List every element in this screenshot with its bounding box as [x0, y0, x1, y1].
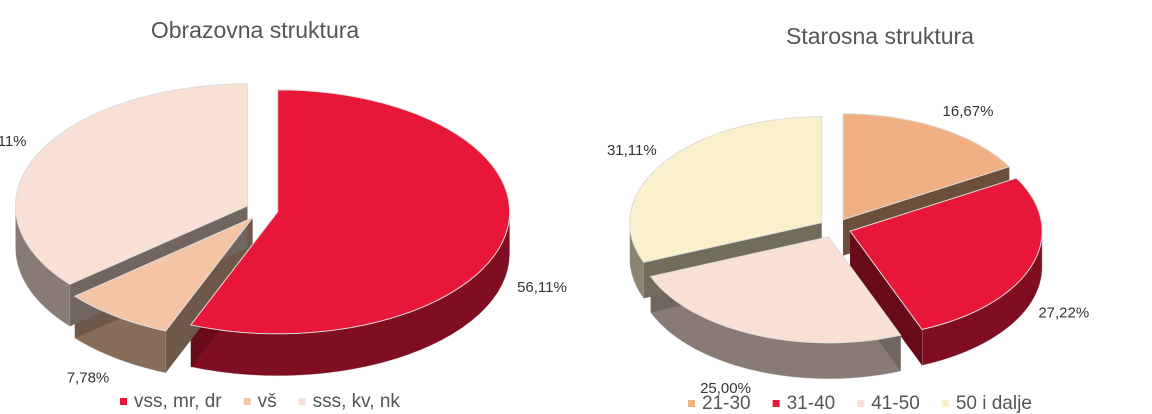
- legend-swatch: [243, 398, 251, 405]
- legend-label: sss, kv, nk: [313, 391, 401, 412]
- legend-label: 50 i dalje: [956, 393, 1032, 414]
- chart-title: Obrazovna struktura: [151, 17, 360, 43]
- data-label: 36,11%: [0, 133, 27, 150]
- legend-label: 21-30: [702, 393, 751, 414]
- data-label: 31,11%: [607, 142, 657, 159]
- data-label: 27,22%: [1038, 304, 1089, 321]
- slice: [842, 113, 1011, 221]
- legend-swatch: [120, 398, 127, 405]
- slice: [849, 177, 1043, 330]
- legend-swatch: [772, 400, 780, 407]
- data-label: 25,00%: [700, 380, 751, 397]
- slice: [649, 236, 902, 344]
- slice: [15, 83, 248, 285]
- slice: [629, 116, 823, 263]
- data-label: 7,78%: [67, 369, 110, 386]
- labels: 56,11% 7,78% 36,11%: [0, 133, 567, 386]
- slice: [189, 89, 511, 335]
- data-label: 16,67%: [943, 103, 994, 120]
- legend-swatch: [857, 400, 865, 407]
- labels: 16,67% 27,22% 25,00% 31,11%: [607, 103, 1089, 397]
- legend-label: vss, mr, dr: [134, 391, 222, 412]
- legend-label: 31-40: [787, 393, 836, 414]
- legend-label: vš: [258, 391, 277, 412]
- legend-swatch: [941, 400, 949, 407]
- slice-tops: [629, 113, 1043, 344]
- legend-swatch: [688, 400, 695, 407]
- slice: [73, 217, 253, 332]
- data-label: 56,11%: [517, 279, 567, 296]
- slice-cut: [850, 231, 923, 366]
- legend-label: 41-50: [871, 393, 920, 414]
- slice-tops: [15, 83, 511, 335]
- legend-swatch: [298, 398, 306, 405]
- chart-title: Starosna struktura: [786, 23, 974, 49]
